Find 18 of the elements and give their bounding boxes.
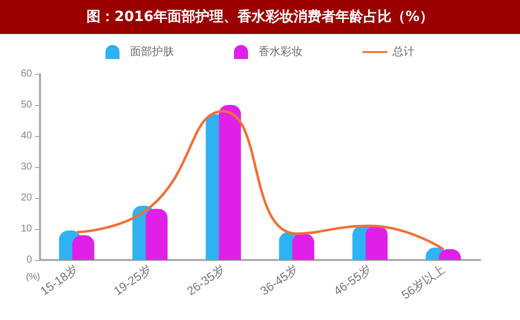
bar	[292, 234, 314, 260]
legend-label: 面部护肤	[130, 45, 174, 58]
y-tick-label: 50	[20, 100, 32, 110]
bar	[218, 105, 241, 260]
bar	[366, 226, 388, 260]
y-tick-label: 30	[20, 162, 32, 172]
chart-title: 图：2016年面部护理、香水彩妆消费者年龄占比（%）	[0, 0, 520, 34]
y-tick-label: 10	[20, 224, 32, 234]
y-tick-label: 40	[20, 130, 32, 142]
legend-label: 总计	[392, 45, 414, 58]
legend-label: 香水彩妆	[258, 45, 302, 58]
x-tick-label: 56岁以上	[398, 262, 448, 302]
bar	[146, 208, 168, 260]
y-tick-label: 60	[20, 68, 32, 80]
y-tick-label: 0	[26, 254, 32, 266]
bar	[72, 235, 94, 260]
y-tick-label: 20	[20, 192, 32, 204]
y-axis-title: (%)	[26, 272, 40, 282]
